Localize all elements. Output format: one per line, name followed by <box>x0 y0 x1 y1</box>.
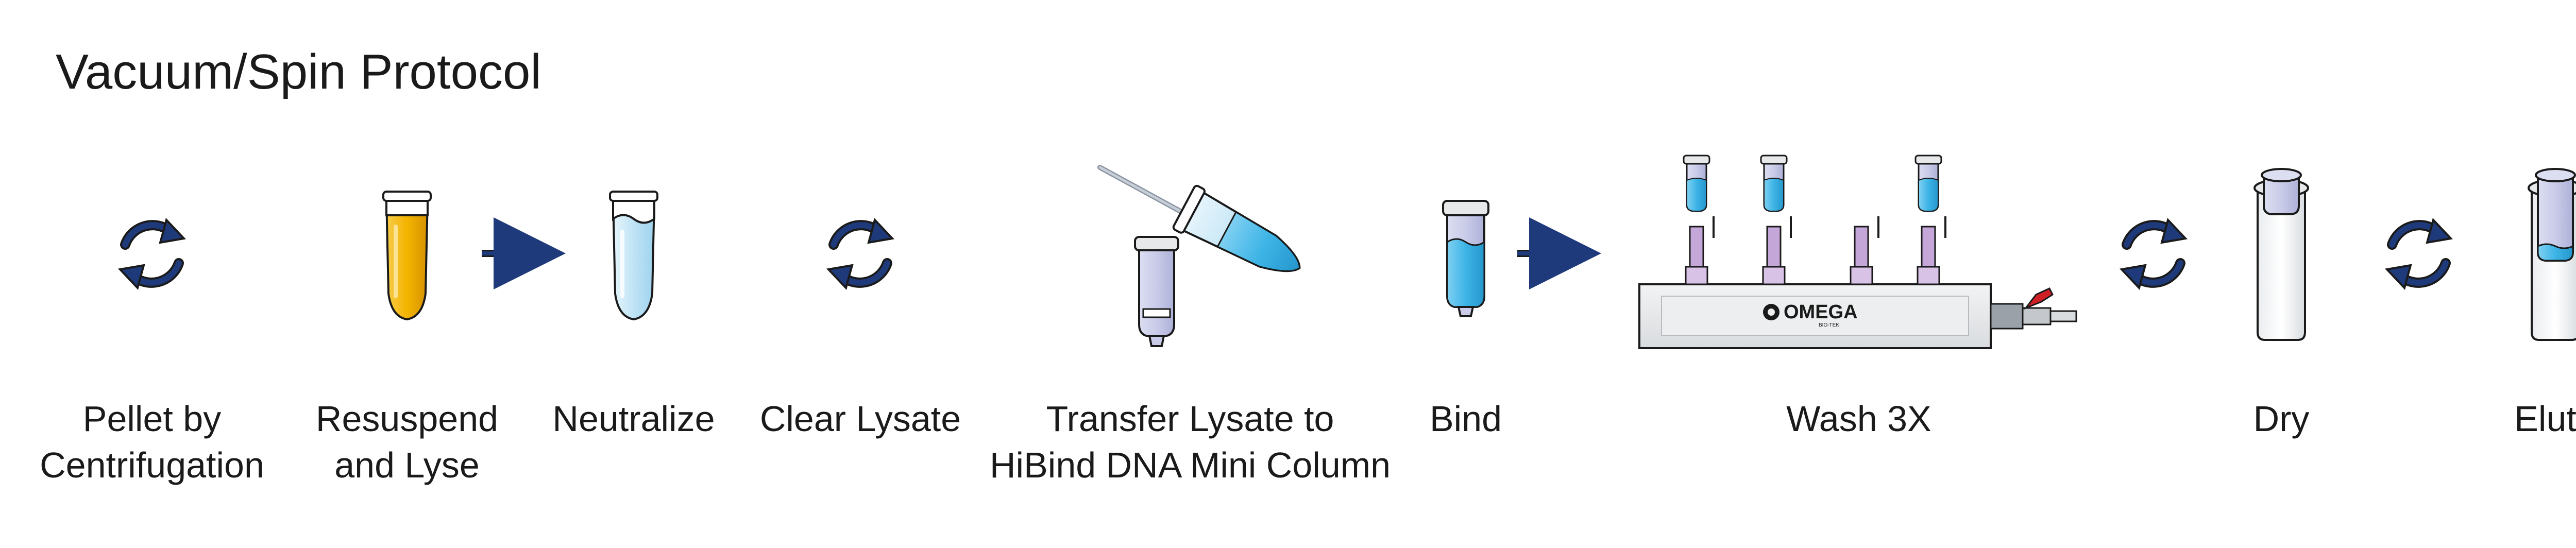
valve-icon <box>1990 287 2077 330</box>
manifold-port <box>1850 216 1879 285</box>
manifold-brand: OMEGA <box>1784 301 1858 323</box>
spin-column-icon <box>1442 200 1489 317</box>
step-label-pellet: Pellet by Centrifugation <box>40 399 264 485</box>
step-label-wash: Wash 3X <box>1786 399 1931 439</box>
step-label-dry: Dry <box>2253 399 2310 439</box>
page-title: Vacuum/Spin Protocol <box>56 44 541 99</box>
manifold-port <box>1683 155 1715 285</box>
step-label-elute: Elute <box>2514 399 2576 439</box>
centrifuge-cycle-icon <box>826 218 895 290</box>
yellow-tube-icon <box>382 191 432 321</box>
collection-tube-icon <box>2253 168 2309 341</box>
elution-tube-icon <box>2528 168 2576 341</box>
transfer-pipette-icon <box>1097 165 1301 347</box>
omega-logo: OMEGA BIO-TEK <box>1763 301 1858 328</box>
manifold-port <box>1760 155 1792 285</box>
step-label-bind: Bind <box>1429 399 1502 439</box>
manifold-brand-sub: BIO-TEK <box>1819 322 1839 328</box>
step-label-resuspend: Resuspend and Lyse <box>315 399 499 485</box>
step-label-clear-lysate: Clear Lysate <box>759 399 961 439</box>
vacuum-manifold-icon: OMEGA BIO-TEK <box>1638 155 2077 349</box>
step-label-transfer: Transfer Lysate to HiBind DNA Mini Column <box>989 399 1391 485</box>
clear-tube-icon <box>609 191 658 321</box>
centrifuge-cycle-icon <box>117 218 187 290</box>
manifold-port <box>1914 155 1946 285</box>
centrifuge-cycle-icon <box>2119 218 2188 290</box>
centrifuge-cycle-icon <box>2384 218 2453 290</box>
step-label-neutralize: Neutralize <box>552 399 715 439</box>
